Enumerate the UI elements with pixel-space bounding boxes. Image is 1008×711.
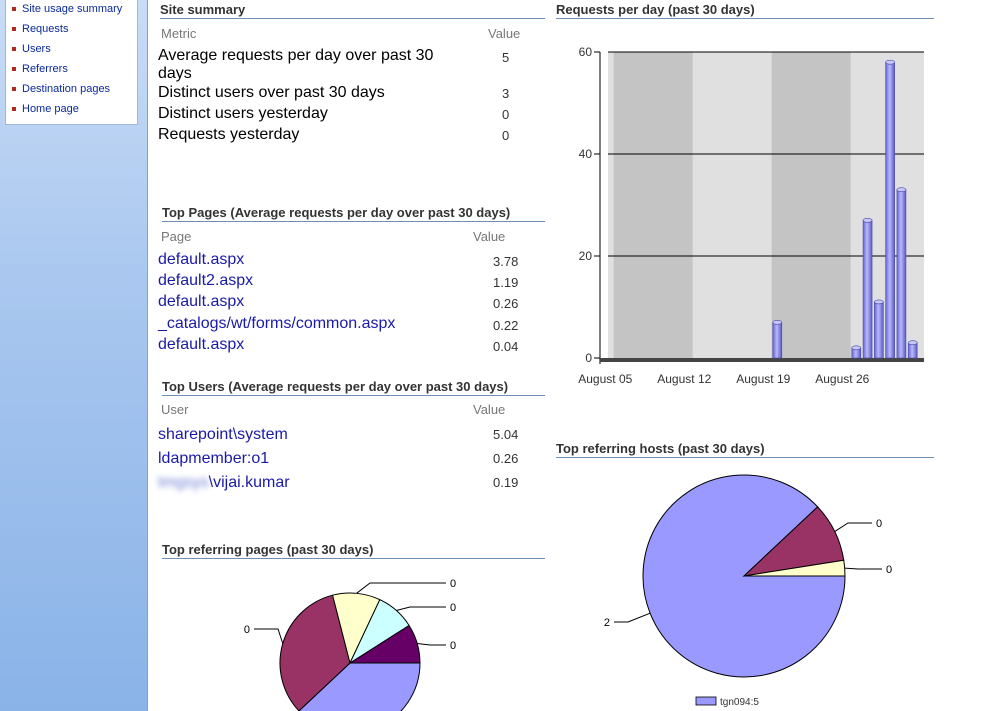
top-page-value: 0.26	[493, 296, 519, 311]
top-page-value: 3.78	[493, 254, 519, 269]
metric-distinct-users-30: Distinct users over past 30 days	[158, 84, 385, 101]
top-page-link[interactable]: default.aspx	[158, 293, 245, 310]
y-tick-label: 0	[585, 351, 592, 365]
leader-line	[254, 628, 284, 644]
bar	[862, 218, 873, 359]
slice-label: 0	[450, 602, 456, 614]
top-user-link[interactable]: sharepoint\system	[158, 426, 288, 443]
legend: tgn094:5	[695, 696, 759, 708]
top-pages-title: Top Pages (Average requests per day over…	[162, 205, 545, 222]
leader-line	[396, 606, 446, 611]
top-page-value: 0.04	[493, 339, 519, 354]
x-tick-label: August 19	[736, 372, 790, 386]
x-tick-label: August 05	[578, 372, 632, 386]
top-page-value: 0.22	[493, 318, 519, 333]
report-menu: Site usage summary Requests Users Referr…	[5, 0, 138, 125]
metric-avg-requests: Average requests per day over past 30 da…	[158, 47, 434, 82]
top-page-link[interactable]: default.aspx	[158, 336, 245, 353]
slice-label: 2	[604, 617, 610, 629]
nav-label: Users	[22, 43, 51, 55]
legend-swatch	[695, 696, 717, 706]
y-tick-label: 60	[579, 45, 593, 59]
bar	[885, 59, 895, 359]
top-page-link[interactable]: default2.aspx	[158, 272, 254, 289]
bullet-icon	[12, 7, 16, 11]
legend-label: tgn094:5	[720, 697, 759, 708]
nav-users[interactable]: Users	[12, 43, 51, 55]
nav-site-usage-summary[interactable]: Site usage summary	[12, 3, 122, 15]
metric-distinct-users-yesterday: Distinct users yesterday	[158, 105, 328, 122]
top-user-link[interactable]: tmgsys\vijai.kumar	[158, 474, 290, 492]
leader-line	[844, 567, 882, 570]
bar	[772, 319, 783, 359]
metric-column-header: Metric	[161, 26, 197, 41]
value-column-header: Value	[473, 402, 506, 417]
top-page-value: 1.19	[493, 275, 519, 290]
metric-requests-yesterday-value: 0	[502, 128, 510, 143]
bar	[851, 345, 862, 359]
slice-label: 0	[450, 578, 456, 590]
bar	[896, 187, 907, 359]
user-column-header: User	[161, 402, 189, 417]
top-referring-pages-title: Top referring pages (past 30 days)	[162, 542, 545, 559]
x-tick-label: August 26	[815, 372, 869, 386]
bullet-icon	[12, 47, 16, 51]
slice-label: 0	[244, 624, 250, 636]
pie-slice	[279, 594, 351, 711]
slice-label: 0	[876, 518, 882, 530]
nav-requests[interactable]: Requests	[12, 23, 68, 35]
referring-hosts-pie-chart: 2 0 0 tgn094:5	[604, 474, 892, 708]
leader-line	[417, 642, 446, 646]
page-column-header: Page	[161, 229, 192, 244]
metric-distinct-users-30-value: 3	[502, 86, 510, 101]
metric-requests-yesterday: Requests yesterday	[158, 126, 300, 143]
site-summary-title: Site summary	[160, 2, 545, 19]
x-tick-label: August 12	[657, 372, 711, 386]
top-user-link[interactable]: ldapmember:o1	[158, 450, 270, 467]
redacted-domain: tmgsys	[158, 474, 209, 491]
bullet-icon	[12, 107, 16, 111]
week-band	[771, 52, 851, 358]
metric-avg-requests-value: 5	[502, 50, 510, 65]
top-users-title: Top Users (Average requests per day over…	[162, 379, 545, 396]
y-tick-label: 20	[579, 249, 593, 263]
metric-distinct-users-yesterday-value: 0	[502, 107, 510, 122]
top-user-value: 5.04	[493, 427, 519, 442]
bullet-icon	[12, 27, 16, 31]
referring-pages-pie-chart: 00000	[244, 578, 456, 711]
value-column-header: Value	[488, 26, 521, 41]
slice-label: 0	[886, 564, 892, 576]
top-page-link[interactable]: default.aspx	[158, 251, 245, 268]
requests-per-day-title: Requests per day (past 30 days)	[556, 2, 934, 19]
top-user-value: 0.19	[493, 475, 519, 490]
nav-destination-pages[interactable]: Destination pages	[12, 83, 110, 95]
nav-referrers[interactable]: Referrers	[12, 63, 68, 75]
nav-label: Home page	[22, 103, 79, 115]
nav-home-page[interactable]: Home page	[12, 103, 79, 115]
bar	[907, 340, 918, 359]
week-band	[613, 52, 693, 358]
top-referring-hosts-title: Top referring hosts (past 30 days)	[556, 441, 934, 458]
nav-label: Requests	[22, 23, 69, 35]
value-column-header: Value	[473, 229, 506, 244]
bullet-icon	[12, 87, 16, 91]
top-user-value: 0.26	[493, 451, 519, 466]
nav-label: Site usage summary	[22, 3, 123, 15]
leader-line	[834, 522, 872, 532]
nav-label: Destination pages	[22, 83, 111, 95]
bar	[874, 299, 884, 359]
x-axis	[600, 358, 924, 362]
top-page-link[interactable]: _catalogs/wt/forms/common.aspx	[158, 315, 396, 332]
pie-slice	[298, 662, 421, 711]
nav-label: Referrers	[22, 63, 68, 75]
slice-label: 0	[450, 640, 456, 652]
bullet-icon	[12, 67, 16, 71]
y-tick-label: 40	[579, 147, 593, 161]
leader-line	[356, 582, 446, 594]
user-name: \vijai.kumar	[208, 474, 290, 491]
requests-per-day-bar-chart: 0 20 40 60 August 05 August 12 August 19 August…	[578, 45, 924, 386]
left-navigation: Site usage summary Requests Users Referr…	[0, 0, 148, 711]
leader-line	[614, 612, 651, 623]
